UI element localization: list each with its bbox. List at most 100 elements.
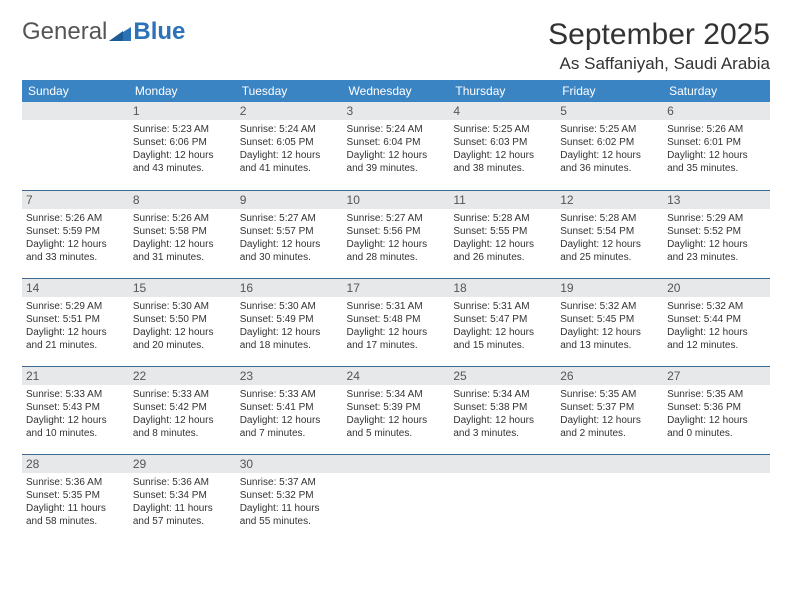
sunrise-text: Sunrise: 5:33 AM [240,388,339,401]
calendar-day-cell: 27Sunrise: 5:35 AMSunset: 5:36 PMDayligh… [663,366,770,454]
daylight-text: Daylight: 12 hours and 13 minutes. [560,326,659,352]
day-number: 4 [449,102,556,120]
logo-triangle-icon [109,23,131,41]
title-block: September 2025 As Saffaniyah, Saudi Arab… [548,18,770,74]
sunrise-text: Sunrise: 5:32 AM [560,300,659,313]
calendar-day-cell: 3Sunrise: 5:24 AMSunset: 6:04 PMDaylight… [343,102,450,190]
day-number [343,455,450,473]
weekday-header: Monday [129,80,236,102]
calendar-day-cell: 23 Sunrise: 5:33 AMSunset: 5:41 PMDayligh… [236,366,343,454]
calendar-day-cell: 25Sunrise: 5:34 AMSunset: 5:38 PMDayligh… [449,366,556,454]
sunrise-text: Sunrise: 5:27 AM [347,212,446,225]
daylight-text: Daylight: 11 hours and 55 minutes. [240,502,339,528]
sunset-text: Sunset: 5:45 PM [560,313,659,326]
calendar-day-cell: 12Sunrise: 5:28 AMSunset: 5:54 PMDayligh… [556,190,663,278]
calendar-day-cell [556,454,663,542]
month-year: September 2025 [548,18,770,52]
calendar-week-row: 21Sunrise: 5:33 AMSunset: 5:43 PMDayligh… [22,366,770,454]
sunrise-text: Sunrise: 5:28 AM [453,212,552,225]
sunset-text: Sunset: 5:52 PM [667,225,766,238]
calendar-week-row: 7Sunrise: 5:26 AMSunset: 5:59 PMDaylight… [22,190,770,278]
sunset-text: Sunset: 5:38 PM [453,401,552,414]
sunset-text: Sunset: 5:50 PM [133,313,232,326]
day-number: 24 [343,367,450,385]
sunrise-text: Sunrise: 5:35 AM [560,388,659,401]
day-number: 9 [236,191,343,209]
sunset-text: Sunset: 6:03 PM [453,136,552,149]
sunrise-text: Sunrise: 5:24 AM [347,123,446,136]
location: As Saffaniyah, Saudi Arabia [548,54,770,74]
day-number: 30 [236,455,343,473]
day-number: 11 [449,191,556,209]
daylight-text: Daylight: 12 hours and 23 minutes. [667,238,766,264]
day-number: 3 [343,102,450,120]
daylight-text: Daylight: 12 hours and 10 minutes. [26,414,125,440]
weekday-header: Wednesday [343,80,450,102]
calendar-day-cell: 14Sunrise: 5:29 AMSunset: 5:51 PMDayligh… [22,278,129,366]
sunrise-text: Sunrise: 5:33 AM [26,388,125,401]
calendar-day-cell: 5Sunrise: 5:25 AMSunset: 6:02 PMDaylight… [556,102,663,190]
sunset-text: Sunset: 5:34 PM [133,489,232,502]
sunset-text: Sunset: 5:58 PM [133,225,232,238]
calendar-day-cell: 8Sunrise: 5:26 AMSunset: 5:58 PMDaylight… [129,190,236,278]
calendar-body: 1Sunrise: 5:23 AMSunset: 6:06 PMDaylight… [22,102,770,542]
sunrise-text: Sunrise: 5:36 AM [133,476,232,489]
sunset-text: Sunset: 5:57 PM [240,225,339,238]
sunset-text: Sunset: 5:32 PM [240,489,339,502]
calendar-day-cell: 17Sunrise: 5:31 AMSunset: 5:48 PMDayligh… [343,278,450,366]
daylight-text: Daylight: 12 hours and 28 minutes. [347,238,446,264]
day-number [22,102,129,120]
daylight-text: Daylight: 12 hours and 43 minutes. [133,149,232,175]
day-number [663,455,770,473]
sunrise-text: Sunrise: 5:31 AM [453,300,552,313]
day-number: 19 [556,279,663,297]
day-number: 15 [129,279,236,297]
daylight-text: Daylight: 12 hours and 18 minutes. [240,326,339,352]
sunset-text: Sunset: 6:02 PM [560,136,659,149]
daylight-text: Daylight: 12 hours and 41 minutes. [240,149,339,175]
sunrise-text: Sunrise: 5:30 AM [240,300,339,313]
calendar-table: SundayMondayTuesdayWednesdayThursdayFrid… [22,80,770,542]
calendar-day-cell: 6Sunrise: 5:26 AMSunset: 6:01 PMDaylight… [663,102,770,190]
day-number: 6 [663,102,770,120]
day-number: 23 [236,367,343,385]
daylight-text: Daylight: 12 hours and 7 minutes. [240,414,339,440]
logo-text-general: General [22,18,107,46]
logo-text-blue: Blue [133,18,185,46]
day-number: 13 [663,191,770,209]
sunset-text: Sunset: 6:05 PM [240,136,339,149]
sunrise-text: Sunrise: 5:28 AM [560,212,659,225]
daylight-text: Daylight: 12 hours and 38 minutes. [453,149,552,175]
top-bar: General Blue September 2025 As Saffaniya… [22,18,770,74]
day-number: 27 [663,367,770,385]
sunset-text: Sunset: 5:47 PM [453,313,552,326]
sunset-text: Sunset: 5:48 PM [347,313,446,326]
sunset-text: Sunset: 6:04 PM [347,136,446,149]
sunrise-text: Sunrise: 5:34 AM [453,388,552,401]
calendar-week-row: 1Sunrise: 5:23 AMSunset: 6:06 PMDaylight… [22,102,770,190]
sunset-text: Sunset: 5:37 PM [560,401,659,414]
calendar-day-cell: 20Sunrise: 5:32 AMSunset: 5:44 PMDayligh… [663,278,770,366]
daylight-text: Daylight: 12 hours and 31 minutes. [133,238,232,264]
sunset-text: Sunset: 6:01 PM [667,136,766,149]
daylight-text: Daylight: 12 hours and 33 minutes. [26,238,125,264]
sunset-text: Sunset: 5:43 PM [26,401,125,414]
sunrise-text: Sunrise: 5:26 AM [26,212,125,225]
day-number: 10 [343,191,450,209]
day-number [556,455,663,473]
calendar-day-cell: 15Sunrise: 5:30 AMSunset: 5:50 PMDayligh… [129,278,236,366]
day-number: 2 [236,102,343,120]
sunrise-text: Sunrise: 5:32 AM [667,300,766,313]
sunrise-text: Sunrise: 5:24 AM [240,123,339,136]
calendar-day-cell: 4Sunrise: 5:25 AMSunset: 6:03 PMDaylight… [449,102,556,190]
sunset-text: Sunset: 5:41 PM [240,401,339,414]
weekday-header: Tuesday [236,80,343,102]
calendar-day-cell: 16Sunrise: 5:30 AMSunset: 5:49 PMDayligh… [236,278,343,366]
sunrise-text: Sunrise: 5:33 AM [133,388,232,401]
daylight-text: Daylight: 12 hours and 36 minutes. [560,149,659,175]
calendar-day-cell [22,102,129,190]
sunset-text: Sunset: 5:35 PM [26,489,125,502]
sunset-text: Sunset: 5:54 PM [560,225,659,238]
calendar-day-cell: 24Sunrise: 5:34 AMSunset: 5:39 PMDayligh… [343,366,450,454]
sunset-text: Sunset: 5:44 PM [667,313,766,326]
